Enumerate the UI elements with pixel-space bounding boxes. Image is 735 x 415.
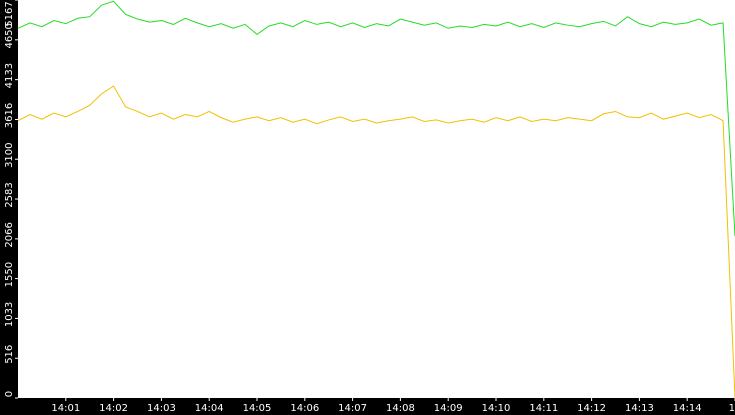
y-tick-label: 1033 [4, 302, 15, 327]
x-tick-label: 14:11 [529, 403, 558, 414]
x-tick-label: 14:09 [434, 403, 463, 414]
x-tick-label: 14:01 [51, 403, 80, 414]
y-tick-label: 3100 [4, 142, 15, 167]
x-tick-label: 14:07 [338, 403, 367, 414]
y-tick-label: 2066 [4, 222, 15, 247]
x-tick-label: 14:13 [625, 403, 654, 414]
series-line [17, 0, 735, 237]
x-tick-label: 14:06 [290, 403, 319, 414]
plot-area [18, 0, 735, 398]
y-tick-label: 516 [4, 345, 15, 364]
series-line [17, 85, 735, 399]
y-tick-label: 1550 [4, 262, 15, 287]
x-tick-label: 14 [729, 403, 735, 414]
y-tick-label: 0 [4, 391, 15, 397]
y-tick-label: 4650 [4, 23, 15, 48]
x-tick-label: 14:03 [147, 403, 176, 414]
y-tick-label: 3616 [4, 103, 15, 128]
x-tick-label: 14:10 [482, 403, 511, 414]
y-tick-label: 2583 [4, 182, 15, 207]
y-tick-label: 5167 [4, 1, 15, 26]
x-tick-label: 14:04 [195, 403, 224, 414]
y-tick-label: 4133 [4, 63, 15, 88]
x-tick-label: 14:14 [673, 403, 702, 414]
x-tick-label: 14:08 [386, 403, 415, 414]
x-tick-label: 14:05 [243, 403, 272, 414]
x-tick-label: 14:12 [577, 403, 606, 414]
x-tick-label: 14:02 [99, 403, 128, 414]
